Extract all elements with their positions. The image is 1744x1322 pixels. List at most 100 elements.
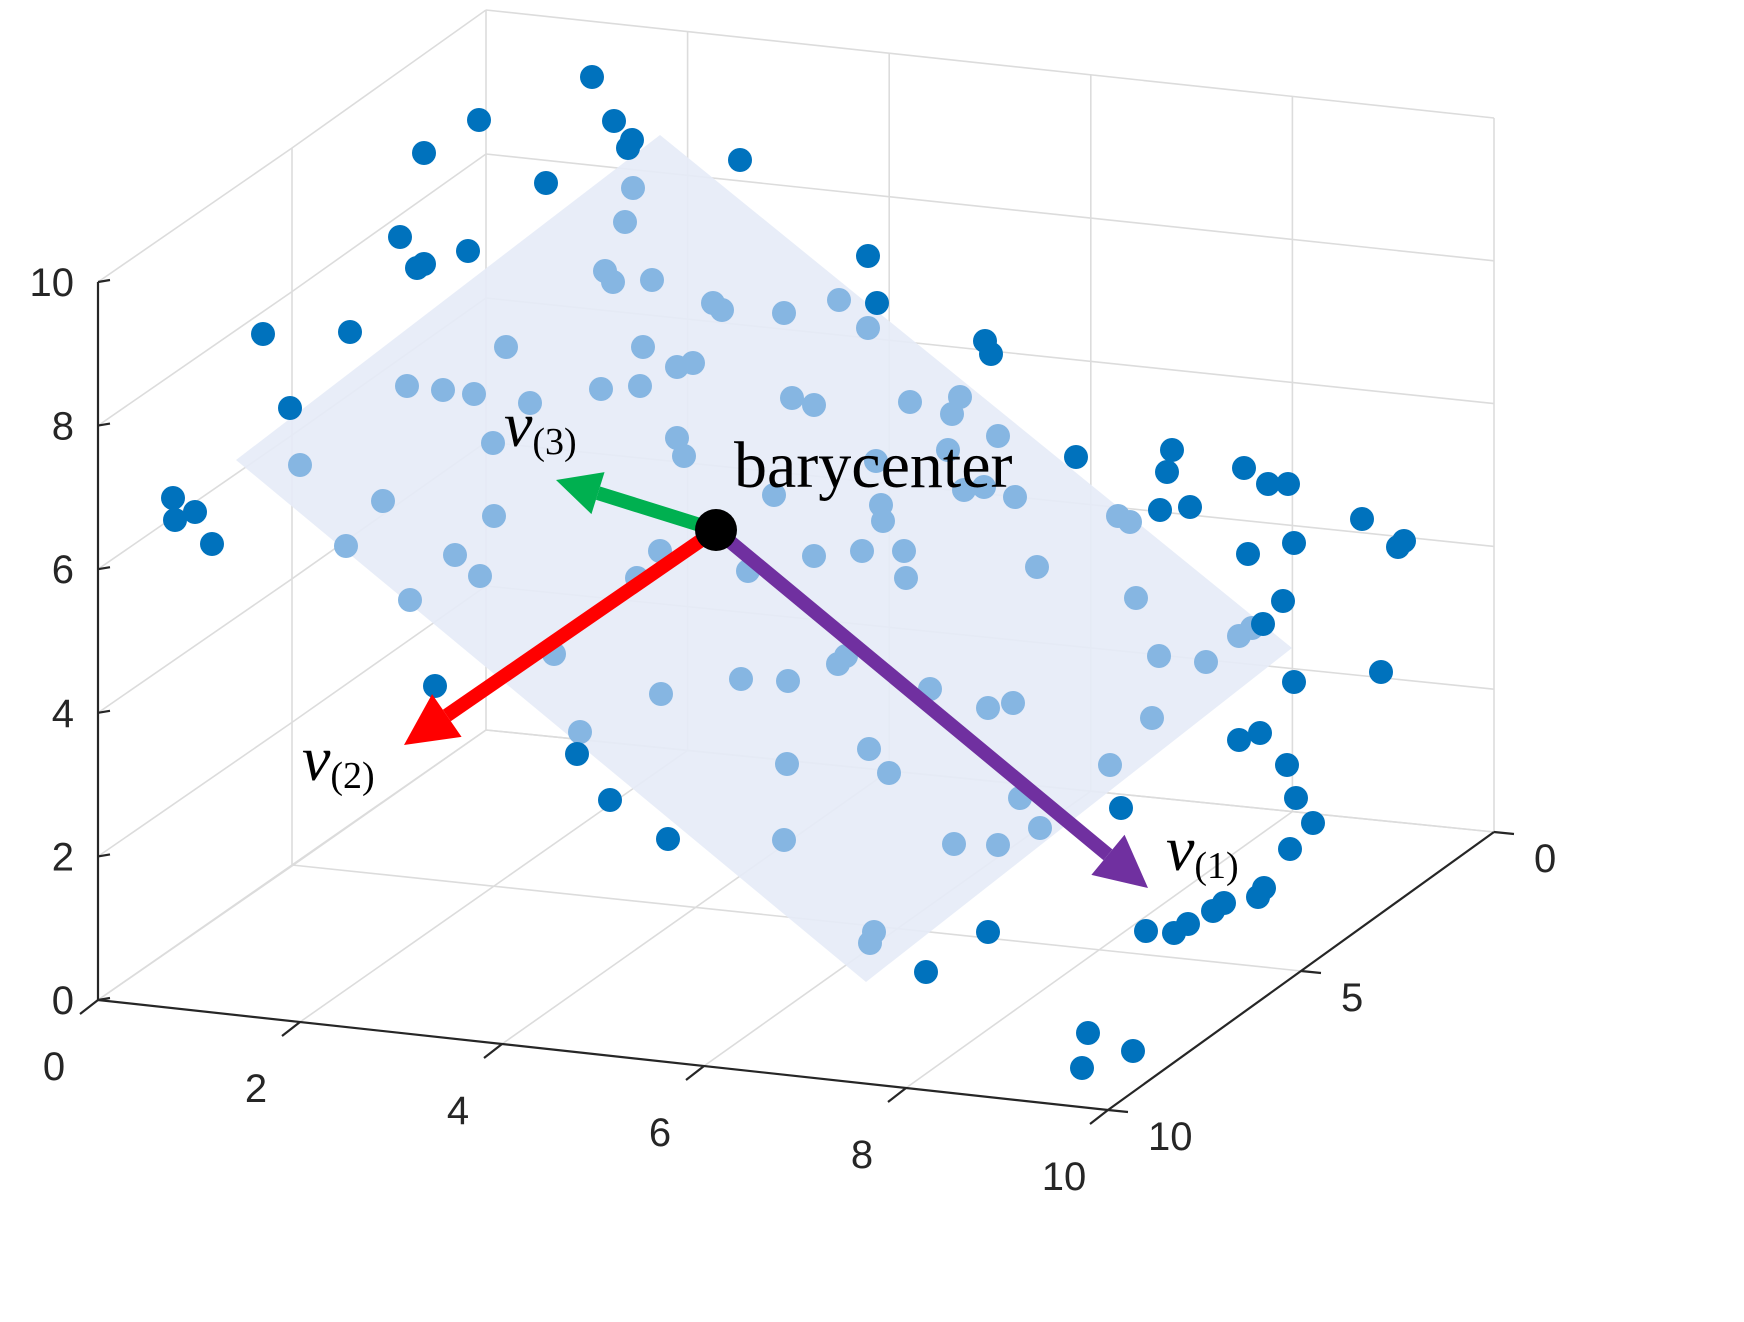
scatter-point-off-plane <box>456 239 480 263</box>
scatter-point-off-plane <box>1392 529 1416 553</box>
scatter-point-off-plane <box>1282 670 1306 694</box>
scatter-point-off-plane <box>467 108 491 132</box>
scatter-point-on-plane <box>729 667 753 691</box>
scatter-point-off-plane <box>728 148 752 172</box>
scatter-point-on-plane <box>986 424 1010 448</box>
scatter-point-on-plane <box>986 833 1010 857</box>
scatter-point-off-plane <box>1155 460 1179 484</box>
z-tick-label: 8 <box>52 405 74 449</box>
scatter-point-on-plane <box>762 483 786 507</box>
scatter-point-off-plane <box>979 342 1003 366</box>
z-tick-label: 6 <box>52 548 74 592</box>
scatter-point-off-plane <box>534 171 558 195</box>
z-tick-label: 2 <box>52 835 74 879</box>
scatter-point-on-plane <box>802 393 826 417</box>
scatter-point-off-plane <box>251 322 275 346</box>
barycenter-point <box>695 509 737 551</box>
v3-label-sub: (3) <box>532 421 576 463</box>
scatter-point-on-plane <box>877 761 901 785</box>
scatter-point-on-plane <box>1124 586 1148 610</box>
scatter-point-off-plane <box>1160 438 1184 462</box>
z-tick-label: 4 <box>52 692 74 736</box>
scatter-point-on-plane <box>681 351 705 375</box>
x-tick-mark <box>281 1021 301 1037</box>
vector-arrowhead-3 <box>556 472 605 515</box>
scatter-point-on-plane <box>518 391 542 415</box>
scatter-point-on-plane <box>936 438 960 462</box>
scatter-point-off-plane <box>976 920 1000 944</box>
scatter-point-on-plane <box>898 390 922 414</box>
scatter-point-off-plane <box>1276 472 1300 496</box>
scatter-point-off-plane <box>565 742 589 766</box>
x-tick-labels: 0 2 4 6 8 10 <box>43 1045 1086 1199</box>
y-tick-mark <box>1493 830 1515 836</box>
scatter-point-off-plane <box>1232 456 1256 480</box>
scatter-point-off-plane <box>388 225 412 249</box>
scatter-point-on-plane <box>672 444 696 468</box>
x-tick-label: 0 <box>43 1045 65 1089</box>
scatter-point-on-plane <box>1147 644 1171 668</box>
scatter-point-off-plane <box>1246 885 1270 909</box>
scatter-point-on-plane <box>710 298 734 322</box>
scatter-point-on-plane <box>1003 485 1027 509</box>
scatter-point-off-plane <box>1201 899 1225 923</box>
scatter-point-off-plane <box>1227 728 1251 752</box>
scatter-point-off-plane <box>1248 721 1272 745</box>
scatter-point-on-plane <box>894 566 918 590</box>
scatter-point-on-plane <box>443 543 467 567</box>
scatter-point-off-plane <box>1162 921 1186 945</box>
scatter-point-off-plane <box>616 136 640 160</box>
scatter-point-off-plane <box>200 532 224 556</box>
scatter-point-off-plane <box>1064 445 1088 469</box>
scatter-point-off-plane <box>1256 472 1280 496</box>
scatter-point-on-plane <box>1098 753 1122 777</box>
x-tick-mark <box>1089 1109 1109 1125</box>
scatter-point-on-plane <box>952 478 976 502</box>
scatter-point-on-plane <box>568 720 592 744</box>
scatter-point-off-plane <box>865 291 889 315</box>
z-tick-label: 0 <box>52 979 74 1023</box>
scatter-point-off-plane <box>914 960 938 984</box>
scatter-point-on-plane <box>371 489 395 513</box>
vector-shaft-1 <box>711 524 1113 861</box>
scatter-point-off-plane <box>1282 531 1306 555</box>
vector-shaft-2 <box>442 524 720 722</box>
scatter-point-on-plane <box>288 453 312 477</box>
x-tick-label: 2 <box>245 1067 267 1111</box>
scatter-point-off-plane <box>183 500 207 524</box>
x-tick-mark <box>483 1043 503 1059</box>
principal-vectors <box>404 472 1148 888</box>
z-tick-label: 10 <box>30 261 75 305</box>
x-tick-label: 6 <box>649 1111 671 1155</box>
fitted-plane <box>236 135 1292 982</box>
z-tick-mark <box>97 422 111 427</box>
tick-labels: 0 2 4 6 8 10 0 2 4 6 8 10 0 5 10 <box>30 261 1557 1199</box>
scatter-point-on-plane <box>1194 650 1218 674</box>
y-tick-label: 5 <box>1341 976 1363 1020</box>
scatter-point-on-plane <box>1028 816 1052 840</box>
grid-back-horizontal <box>485 9 1495 119</box>
scatter-point-on-plane <box>395 374 419 398</box>
scatter-point-on-plane <box>850 539 874 563</box>
scatter-point-on-plane <box>1140 706 1164 730</box>
scatter-point-off-plane <box>598 788 622 812</box>
scatter-point-off-plane <box>1076 1021 1100 1045</box>
scatter-point-off-plane <box>1109 796 1133 820</box>
y-tick-labels: 0 5 10 <box>1148 837 1556 1159</box>
scatter-point-on-plane <box>1118 510 1142 534</box>
scatter-point-on-plane <box>468 564 492 588</box>
scatter-point-on-plane <box>613 210 637 234</box>
scatter-point-off-plane <box>1278 837 1302 861</box>
scatter-point-on-plane <box>621 176 645 200</box>
z-tick-mark <box>97 566 111 571</box>
scatter-point-off-plane <box>1369 660 1393 684</box>
scatter-point-off-plane <box>1350 507 1374 531</box>
scatter-point-off-plane <box>856 244 880 268</box>
scatter-point-on-plane <box>589 377 613 401</box>
v2-label: v(2) <box>302 723 375 797</box>
scatter-point-off-plane <box>1121 1039 1145 1063</box>
vector-arrowhead-2 <box>404 694 462 745</box>
scatter-point-on-plane <box>1001 691 1025 715</box>
scatter-point-on-plane <box>431 378 455 402</box>
z-tick-mark <box>97 996 111 1002</box>
